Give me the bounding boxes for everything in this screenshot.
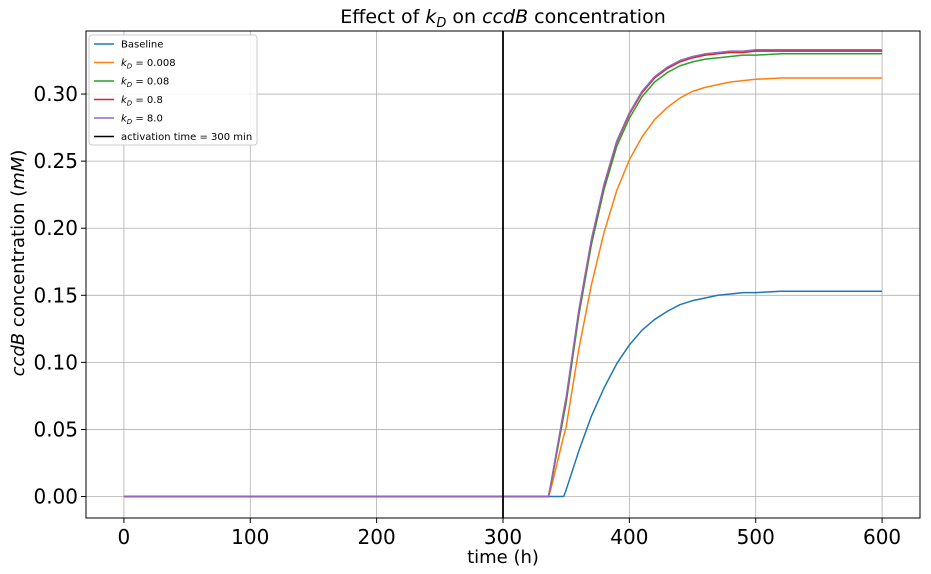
x-axis-label: time (h) xyxy=(467,547,539,568)
x-tick-label: 500 xyxy=(737,525,775,549)
series-line-4 xyxy=(123,49,883,498)
legend-entry: kD = 0.08 xyxy=(121,77,169,90)
y-tick-label: 0.30 xyxy=(33,82,78,106)
y-tick-label: 0.00 xyxy=(33,485,78,509)
x-axis-ticks: 0 100 200 300 400 500 600 xyxy=(118,518,901,549)
legend-box xyxy=(88,34,258,146)
y-tick-label: 0.10 xyxy=(33,350,78,374)
x-tick-label: 600 xyxy=(863,525,901,549)
legend: Baseline kD = 0.008 kD = 0.08 kD = 0.8 kD = … xyxy=(88,34,258,146)
series-lines xyxy=(123,31,883,518)
y-tick-label: 0.20 xyxy=(33,216,78,240)
series-line-1 xyxy=(123,77,883,498)
x-tick-label: 200 xyxy=(358,525,396,549)
x-tick-label: 300 xyxy=(484,525,522,549)
legend-entry: kD = 0.8 xyxy=(121,95,163,108)
legend-entry: kD = 8.0 xyxy=(121,114,163,127)
series-line-0 xyxy=(123,290,883,498)
plot-area: 0 100 200 300 400 500 600 0.00 0.05 0.10 0.15 0.20… xyxy=(33,30,921,549)
x-tick-label: 100 xyxy=(231,525,269,549)
y-axis-label: ccdB concentration (mM) xyxy=(8,150,29,377)
y-tick-label: 0.25 xyxy=(33,149,78,173)
chart-title: Effect of kD on ccdB concentration xyxy=(340,6,666,31)
y-tick-label: 0.15 xyxy=(33,283,78,307)
legend-entry: activation time = 300 min xyxy=(121,132,252,143)
y-axis-ticks: 0.00 0.05 0.10 0.15 0.20 0.25 0.30 xyxy=(33,82,86,509)
x-tick-label: 400 xyxy=(610,525,648,549)
y-tick-label: 0.05 xyxy=(33,417,78,441)
legend-entry: kD = 0.008 xyxy=(121,58,176,71)
x-tick-label: 0 xyxy=(118,525,131,549)
legend-entry: Baseline xyxy=(121,40,163,51)
